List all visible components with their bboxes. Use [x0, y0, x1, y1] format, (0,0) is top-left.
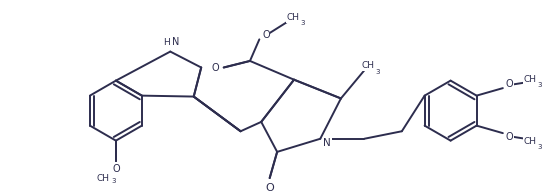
Text: O: O [211, 62, 219, 73]
Text: 3: 3 [537, 144, 542, 150]
Text: H: H [163, 38, 170, 47]
Text: CH: CH [362, 61, 375, 70]
Text: N: N [323, 138, 331, 148]
Text: O: O [505, 79, 513, 89]
Text: 3: 3 [112, 178, 116, 184]
Text: CH: CH [524, 137, 537, 146]
Text: O: O [112, 164, 120, 174]
Text: CH: CH [96, 174, 109, 183]
Text: 3: 3 [537, 82, 542, 88]
Text: N: N [172, 37, 179, 47]
Text: O: O [262, 30, 270, 40]
Text: O: O [505, 132, 513, 142]
Text: 3: 3 [300, 20, 305, 26]
Text: 3: 3 [375, 69, 380, 75]
Text: CH: CH [524, 75, 537, 84]
Text: CH: CH [287, 13, 300, 22]
Text: O: O [266, 183, 274, 191]
